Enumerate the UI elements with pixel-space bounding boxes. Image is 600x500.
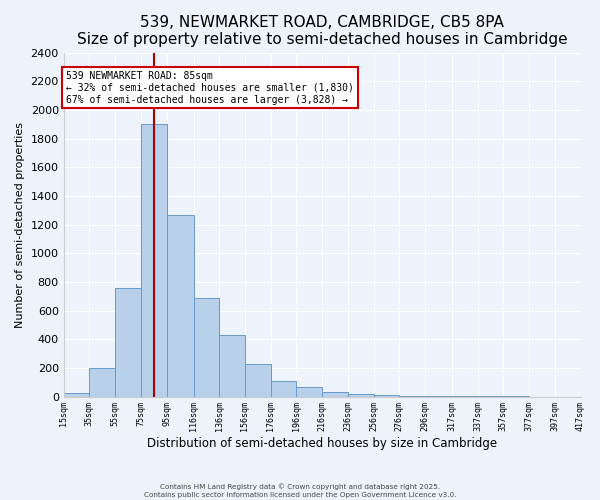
X-axis label: Distribution of semi-detached houses by size in Cambridge: Distribution of semi-detached houses by … xyxy=(147,437,497,450)
Bar xyxy=(271,381,296,396)
Bar xyxy=(64,393,89,396)
Bar xyxy=(348,394,374,396)
Title: 539, NEWMARKET ROAD, CAMBRIDGE, CB5 8PA
Size of property relative to semi-detach: 539, NEWMARKET ROAD, CAMBRIDGE, CB5 8PA … xyxy=(77,15,568,48)
Bar xyxy=(245,364,271,396)
Bar xyxy=(219,335,245,396)
Bar xyxy=(322,392,348,396)
Text: Contains HM Land Registry data © Crown copyright and database right 2025.
Contai: Contains HM Land Registry data © Crown c… xyxy=(144,484,456,498)
Bar xyxy=(296,388,322,396)
Bar xyxy=(167,214,194,396)
Bar xyxy=(89,368,115,396)
Y-axis label: Number of semi-detached properties: Number of semi-detached properties xyxy=(15,122,25,328)
Text: 539 NEWMARKET ROAD: 85sqm
← 32% of semi-detached houses are smaller (1,830)
67% : 539 NEWMARKET ROAD: 85sqm ← 32% of semi-… xyxy=(66,72,354,104)
Bar xyxy=(194,298,219,396)
Bar xyxy=(115,288,141,397)
Bar xyxy=(141,124,167,396)
